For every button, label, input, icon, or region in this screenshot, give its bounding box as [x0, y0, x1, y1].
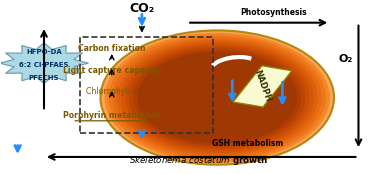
Text: Chlorophyll a: Chlorophyll a — [86, 87, 138, 96]
Ellipse shape — [137, 52, 297, 144]
Ellipse shape — [117, 40, 318, 155]
Ellipse shape — [105, 33, 330, 162]
Text: $\it{Skeletonema}$ $\it{costatum}$ growth: $\it{Skeletonema}$ $\it{costatum}$ growt… — [129, 154, 268, 167]
Text: Carbon fixation: Carbon fixation — [78, 44, 146, 53]
Text: HFPO-DA: HFPO-DA — [26, 49, 62, 55]
FancyBboxPatch shape — [233, 66, 292, 107]
Text: O₂: O₂ — [338, 54, 352, 64]
Text: NADPH: NADPH — [253, 69, 273, 104]
Ellipse shape — [113, 37, 322, 158]
Text: CO₂: CO₂ — [129, 2, 155, 15]
Text: Light capture capacity: Light capture capacity — [63, 66, 161, 74]
Ellipse shape — [133, 49, 301, 146]
Ellipse shape — [129, 47, 305, 148]
Polygon shape — [0, 43, 88, 84]
Ellipse shape — [121, 42, 314, 153]
Ellipse shape — [108, 35, 326, 160]
Text: Photosynthesis: Photosynthesis — [240, 8, 307, 17]
Text: Porphyrin metabolism: Porphyrin metabolism — [63, 111, 161, 120]
Text: 6:2 Cl-PFAES: 6:2 Cl-PFAES — [19, 62, 69, 68]
Ellipse shape — [101, 30, 334, 165]
Ellipse shape — [125, 45, 310, 151]
Text: GSH metabolism: GSH metabolism — [212, 139, 283, 148]
Text: PFECHS: PFECHS — [29, 75, 59, 81]
